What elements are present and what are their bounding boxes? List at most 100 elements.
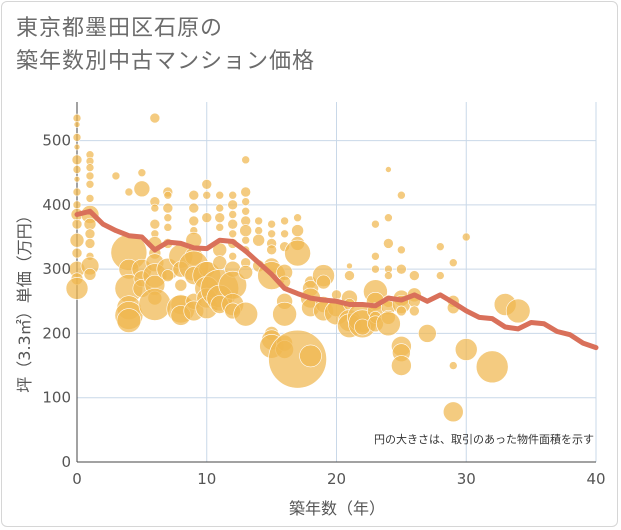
- bubble-point: [383, 238, 394, 249]
- bubble-point: [384, 271, 393, 280]
- bubble-point: [85, 163, 95, 172]
- bubble-point: [254, 216, 263, 226]
- bubble-point: [396, 305, 407, 317]
- bubble-point: [227, 199, 238, 211]
- bubble-point: [418, 324, 437, 343]
- bubble-point: [316, 274, 331, 290]
- bubble-point: [397, 245, 406, 255]
- bubble-point: [72, 165, 82, 174]
- bubble-point: [371, 264, 380, 274]
- bubble-point: [505, 298, 531, 324]
- x-axis-label: 築年数（年）: [289, 499, 385, 518]
- bubble-point: [384, 213, 393, 223]
- bubble-point: [371, 251, 380, 261]
- bubble-point: [240, 186, 251, 198]
- bubble-point: [85, 179, 95, 189]
- bubble-point: [215, 203, 225, 213]
- bubble-point: [331, 289, 342, 301]
- bubble-point: [267, 219, 276, 229]
- bubble-point: [215, 190, 225, 200]
- bubble-point: [201, 212, 213, 224]
- chart-title: 東京都墨田区石原の 築年数別中古マンション価格: [16, 16, 316, 74]
- bubble-point: [391, 355, 412, 376]
- bubble-point: [188, 215, 200, 227]
- bubble-point: [241, 197, 250, 206]
- bubble-point: [72, 113, 82, 123]
- bubble-point: [133, 180, 151, 198]
- bubble-point: [293, 213, 302, 223]
- bubble-point: [215, 223, 225, 232]
- bubble-point: [435, 242, 445, 251]
- bubble-point: [267, 229, 276, 239]
- bubble-point: [137, 168, 147, 178]
- bubble-point: [409, 270, 420, 281]
- bubble-point: [241, 235, 250, 245]
- bubble-point: [254, 226, 263, 235]
- bubble-point: [149, 112, 161, 124]
- bubble-point: [65, 277, 89, 300]
- bubble-point: [73, 175, 81, 183]
- y-tick-label: 300: [42, 260, 71, 278]
- bubble-point: [385, 166, 392, 173]
- bubble-point: [84, 228, 96, 240]
- bubble-point: [188, 202, 200, 214]
- bubble-point: [111, 171, 121, 181]
- bubble-point: [188, 189, 200, 201]
- bubble-point: [435, 271, 445, 280]
- bubble-point: [299, 344, 322, 368]
- bubble-point: [409, 305, 420, 317]
- bubble-point: [71, 154, 83, 166]
- bubble-point: [448, 258, 458, 268]
- bubble-point: [150, 203, 160, 213]
- bubble-series: [65, 112, 531, 423]
- average-line-series: [74, 208, 599, 351]
- bubble-point: [376, 311, 401, 337]
- x-tick-label: 10: [197, 470, 216, 488]
- bubble-point: [202, 190, 212, 200]
- bubble-point: [475, 350, 509, 384]
- bubble-point: [239, 224, 252, 237]
- bubble-point: [124, 187, 134, 197]
- bubble-point: [72, 133, 82, 142]
- bubble-point: [228, 229, 237, 239]
- bubble-point: [284, 239, 311, 267]
- bubble-point: [238, 265, 253, 280]
- bubble-point: [116, 308, 142, 333]
- bubble-point: [272, 301, 297, 327]
- bubble-point: [280, 229, 289, 239]
- bubble-point: [138, 288, 172, 321]
- bubble-point: [268, 329, 327, 389]
- bubble-point: [214, 212, 226, 224]
- bubble-point: [71, 247, 83, 259]
- y-tick-label: 100: [42, 389, 71, 407]
- bubble-point: [228, 251, 237, 261]
- bubble-point: [397, 190, 406, 200]
- bubble-point: [396, 263, 407, 275]
- y-tick-label: 400: [42, 196, 71, 214]
- bubble-point: [85, 171, 95, 181]
- bubble-point: [346, 262, 353, 270]
- bubble-point: [163, 190, 173, 200]
- bubble-point: [252, 233, 265, 247]
- bubble-point: [73, 143, 81, 151]
- bubble-point: [233, 301, 258, 327]
- x-tick-label: 40: [586, 470, 605, 488]
- bubble-point: [174, 278, 188, 292]
- bubble-point: [344, 270, 355, 281]
- y-axis-label: 坪（3.3㎡）単価（万円）: [15, 207, 34, 392]
- bubble-point: [266, 244, 277, 256]
- y-tick-label: 500: [42, 132, 71, 150]
- bubble-point: [69, 232, 85, 248]
- bubble-point: [84, 238, 96, 249]
- bubble-point: [442, 401, 464, 423]
- size-annotation: 円の大きさは、取引のあった物件面積を示す: [374, 432, 594, 446]
- x-tick-label: 30: [457, 470, 476, 488]
- bubble-point: [228, 190, 237, 200]
- bubble-point: [371, 219, 380, 229]
- y-tick-label: 200: [42, 324, 71, 342]
- bubble-point: [461, 232, 471, 242]
- bubble-point: [72, 187, 82, 197]
- bubble-point: [241, 206, 250, 216]
